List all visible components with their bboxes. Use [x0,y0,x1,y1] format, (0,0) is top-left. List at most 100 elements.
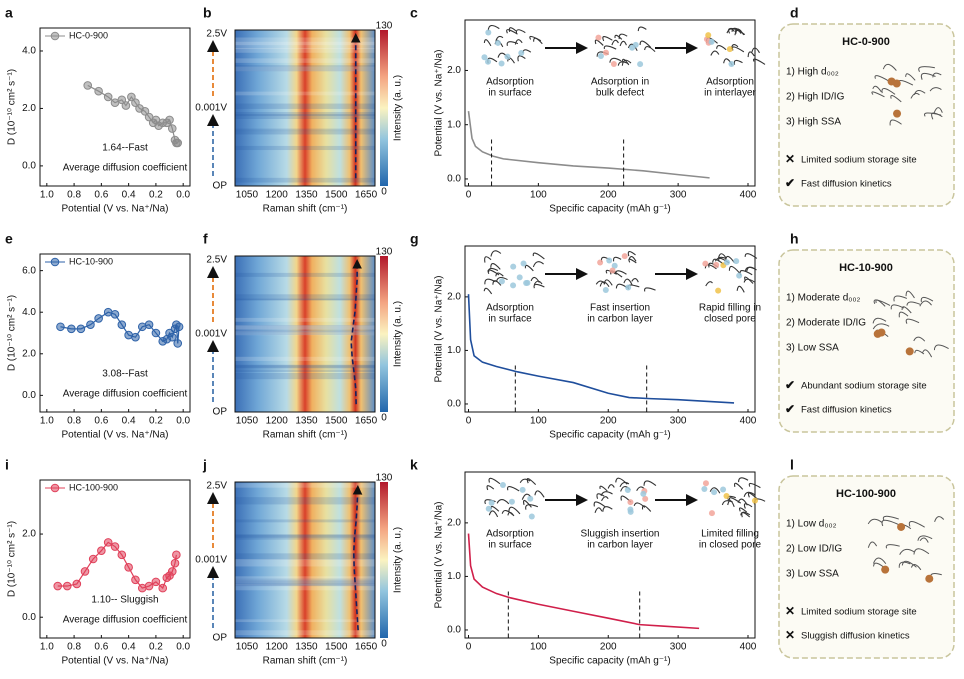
property: 1) High d₀₀₂ [786,67,839,78]
y-tick-label: 6.0 [22,265,36,276]
note: Abundant sodium storage site [801,381,927,392]
carbon-sheet [534,490,545,498]
carbon-sheet [705,281,713,287]
map-band [235,325,375,331]
map-band [235,583,375,586]
data-point [88,554,98,564]
map-band [235,580,375,586]
row-label: OP [213,181,228,192]
carbon-sheet [889,119,902,126]
note: Limited sodium storage site [801,607,917,618]
x-tick-label: 1500 [325,190,348,201]
carbon-sheet [496,499,510,505]
sodium-ion [485,505,492,512]
panel-label: b [203,5,212,21]
carbon-sheet [621,59,632,66]
sodium-ion [897,522,906,531]
sodium-ion [524,279,531,286]
carbon-sheet [914,349,925,355]
map-band [235,325,375,330]
x-tick-label: 1050 [236,642,259,653]
x-tick-label: 400 [740,190,757,201]
y-axis-label: D (10⁻¹⁰ cm² s⁻¹) [7,521,18,597]
map-band [235,177,375,183]
sodium-ion [627,506,634,513]
carbon-sheet [921,349,933,358]
row-label: 2.5V [206,481,227,492]
map-band [235,317,375,322]
sodium-ion [751,497,758,504]
carbon-sheet [919,537,929,543]
carbon-sheet [741,511,751,518]
carbon-sheet [619,40,627,47]
carbon-sheet [714,256,727,262]
plot-frame [234,29,376,187]
x-tick-label: 0.8 [67,642,81,653]
panel-label: a [5,5,13,21]
scheme-title: HC-0-900 [842,36,890,48]
carbon-sheet [517,55,526,62]
sodium-ion [627,499,634,506]
carbon-sheet [881,88,896,95]
carbon-sheet [515,29,526,34]
property: 2) Moderate ID/IG [786,318,866,329]
sodium-ion [510,282,517,289]
data-point [72,579,82,589]
data-point [170,558,180,568]
property: 2) High ID/IG [786,92,845,103]
map-band [235,619,375,623]
carbon-sheet [644,46,656,53]
row-label: 0.001V [195,103,227,114]
data-point [174,322,184,332]
carbon-sheet [612,256,622,262]
note-icon: ✔ [785,176,795,190]
stage-label: in surface [488,314,532,325]
map-band [235,356,375,361]
colorbar-label: Intensity (a. u.) [393,527,404,593]
data-point [167,332,177,342]
x-tick-label: 100 [530,416,547,427]
stage-label: Adsorption in [591,77,649,88]
x-axis-label: Raman shift (cm⁻¹) [263,430,348,441]
legend-marker [50,483,60,493]
carbon-sheet [623,278,633,286]
carbon-sheet [718,253,727,259]
data-point [67,324,76,334]
sodium-ion [606,257,613,264]
carbon-sheet [599,281,610,287]
note: Fast diffusion kinetics [801,179,892,190]
carbon-sheet [611,39,619,46]
row-label: 0.001V [195,555,227,566]
carbon-sheet [910,92,920,99]
carbon-sheet [932,72,942,78]
x-axis-label: Specific capacity (mAh g⁻¹) [549,656,670,667]
x-axis-label: Specific capacity (mAh g⁻¹) [549,430,670,441]
x-tick-label: 0.0 [176,190,190,201]
carbon-sheet [746,266,756,272]
x-tick-label: 1350 [295,416,318,427]
carbon-sheet [731,46,745,53]
sodium-ion [610,61,617,68]
plot-frame [234,255,376,413]
x-tick-label: 200 [600,416,617,427]
sodium-ion [597,53,604,60]
x-axis-label: Raman shift (cm⁻¹) [263,204,348,215]
sodium-ion [925,574,934,583]
data-point [117,320,127,329]
voltage-curve [467,111,710,179]
annotation: 1.64--Fast [102,143,148,154]
map-band [235,369,375,372]
scheme-title: HC-100-900 [836,488,896,500]
x-tick-label: 100 [530,190,547,201]
x-tick-label: 1350 [295,642,318,653]
stage-label: bulk defect [596,88,645,99]
sodium-ion [713,261,720,268]
y-tick-label: 0.0 [22,612,36,623]
carbon-sheet [507,486,520,492]
carbon-sheet [618,33,628,40]
plot-frame [39,479,191,639]
carbon-sheet [602,506,613,512]
x-tick-label: 1.0 [40,642,54,653]
map-band [235,103,375,109]
